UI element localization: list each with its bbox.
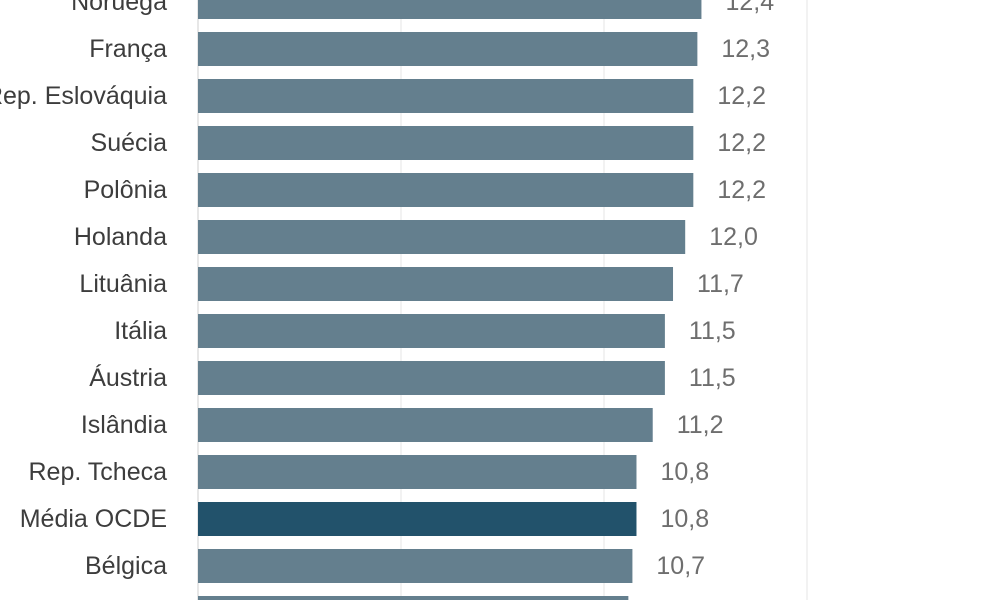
category-label: Bélgica: [85, 552, 167, 580]
bar: [198, 408, 653, 442]
value-label: 12,0: [709, 223, 758, 251]
bar: [198, 32, 698, 66]
category-label: Rep. Eslováquia: [0, 82, 167, 110]
value-label: 10,8: [660, 458, 709, 486]
category-label: Lituânia: [79, 270, 167, 298]
bar: [198, 126, 694, 160]
category-label: Itália: [114, 317, 167, 345]
category-label: Islândia: [81, 411, 167, 439]
value-label: 10,7: [656, 552, 705, 580]
bar: [198, 79, 694, 113]
bar: [198, 455, 637, 489]
category-label: Noruega: [71, 0, 167, 16]
value-label: 12,4: [725, 0, 774, 16]
value-label: 10,8: [660, 505, 709, 533]
bar: [198, 596, 629, 600]
category-label: Áustria: [89, 363, 167, 392]
category-label: Rep. Tcheca: [28, 458, 167, 486]
bar-layer: [198, 0, 702, 600]
bar-highlight: [198, 502, 637, 536]
value-label: 12,2: [717, 129, 766, 157]
bar: [198, 0, 702, 19]
category-label: Suécia: [91, 129, 168, 157]
value-label: 12,3: [721, 35, 770, 63]
label-layer: Noruega 12,4 França 12,3 Rep. Eslováquia 12,2…: [0, 0, 774, 580]
value-label: 11,2: [677, 411, 724, 439]
bar: [198, 314, 665, 348]
value-label: 11,7: [697, 270, 744, 298]
category-label: Holanda: [74, 223, 167, 251]
bar: [198, 361, 665, 395]
category-label: França: [89, 35, 167, 63]
bar: [198, 220, 686, 254]
value-label: 11,5: [689, 317, 736, 345]
value-label: 12,2: [717, 82, 766, 110]
bar: [198, 267, 674, 301]
value-label: 11,5: [689, 364, 736, 392]
bar: [198, 173, 694, 207]
category-label: Polônia: [84, 176, 167, 204]
bar: [198, 549, 633, 583]
value-label: 12,2: [717, 176, 766, 204]
category-label: Média OCDE: [20, 505, 167, 533]
